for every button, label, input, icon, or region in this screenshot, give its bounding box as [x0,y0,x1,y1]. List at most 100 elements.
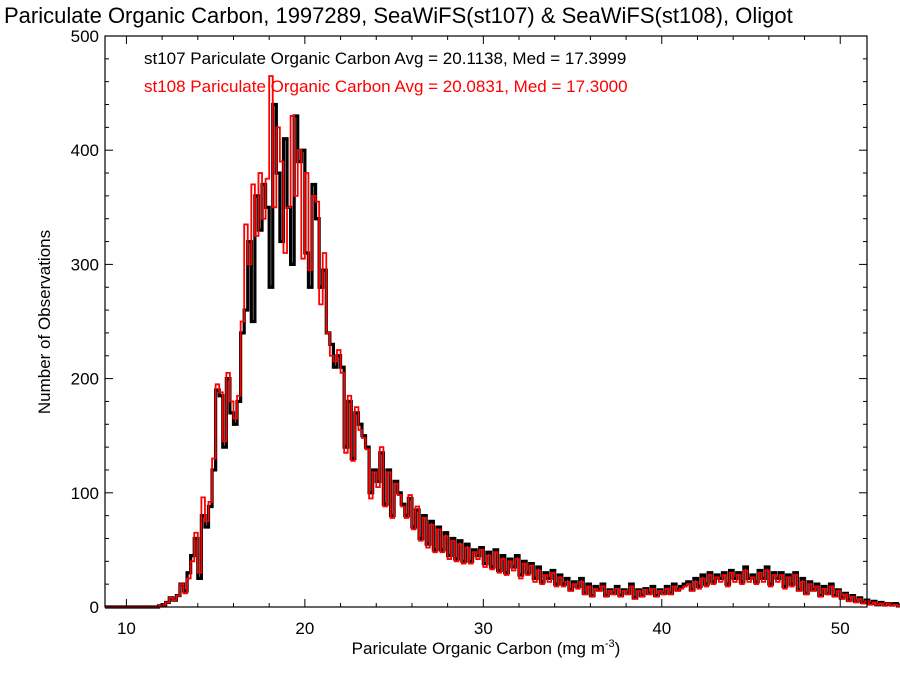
series-0 [105,102,900,609]
bin-0-98 [455,559,459,607]
bin-0-174 [726,584,730,607]
bin-0-49 [280,242,284,607]
bin-1-166 [697,589,701,607]
bin-1-156 [662,594,666,607]
bin-1-140 [605,597,609,607]
bin-1-192 [790,586,794,607]
bin-1-136 [590,597,594,607]
bin-0-110 [498,570,502,607]
bin-0-83 [401,504,405,607]
bin-1-33 [223,441,227,607]
bin-1-142 [612,594,616,607]
x-axis-label-main: Pariculate Organic Carbon (mg m [352,639,605,658]
bin-0-69 [351,459,355,607]
bin-1-190 [783,589,787,607]
bin-0-116 [519,575,523,607]
bin-1-55 [301,259,305,607]
bin-0-146 [626,593,630,607]
bin-1-22 [184,593,188,607]
y-tick-label: 0 [90,598,99,617]
bin-0-202 [826,593,830,607]
bin-1-94 [440,552,444,607]
bin-0-65 [337,356,341,607]
bin-0-63 [330,344,334,607]
bin-0-198 [812,590,816,607]
series-1 [105,75,900,608]
bin-0-78 [383,504,387,607]
bin-1-51 [287,207,291,607]
bin-0-82 [398,493,402,607]
bin-1-63 [330,356,334,607]
bin-1-90 [426,548,430,607]
bin-0-108 [490,567,494,607]
bin-0-26 [198,578,202,607]
bin-1-100 [462,564,466,607]
x-axis-label: Pariculate Organic Carbon (mg m-3) [352,638,621,658]
bin-1-174 [726,586,730,607]
bin-1-132 [576,589,580,607]
bin-0-44 [262,184,266,607]
bin-0-196 [805,593,809,607]
bin-0-28 [205,527,209,607]
x-tick-label: 40 [652,619,671,638]
bin-0-84 [405,516,409,607]
bin-0-52 [291,264,295,607]
bin-1-76 [376,487,380,607]
plot-frame [104,35,868,608]
bin-0-64 [333,367,337,607]
series-layer [105,75,900,609]
bin-1-172 [719,582,723,607]
bin-1-204 [833,597,837,607]
chart-title: Pariculate Organic Carbon, 1997289, SeaW… [4,3,793,28]
bin-0-43 [258,230,262,607]
bin-0-72 [362,436,366,607]
bin-0-35 [230,413,234,607]
bin-0-112 [505,573,509,607]
bin-1-67 [344,453,348,607]
bin-1-43 [258,173,262,607]
bin-0-178 [740,582,744,607]
bin-1-106 [483,567,487,607]
bin-1-44 [262,219,266,607]
bin-0-164 [690,590,694,607]
x-axis-label-exponent: -3 [605,638,615,650]
bin-0-126 [555,584,559,607]
y-tick-label: 200 [71,370,99,389]
series-step-line-0 [105,102,900,609]
bin-0-57 [308,287,312,607]
bin-1-194 [797,591,801,607]
legend-st108: st108 Pariculate Organic Carbon Avg = 20… [144,77,628,96]
bin-1-164 [690,591,694,607]
bin-0-71 [358,424,362,607]
bin-1-138 [598,591,602,607]
x-axis-label-close: ) [615,639,621,658]
bin-0-194 [797,590,801,607]
bin-0-192 [790,584,794,607]
bin-0-37 [237,401,241,607]
bin-0-67 [344,447,348,607]
y-tick-label: 400 [71,141,99,160]
bin-1-114 [512,570,516,607]
bin-0-134 [583,593,587,607]
x-tick-label: 20 [295,619,314,638]
bin-0-92 [433,550,437,607]
bin-1-108 [490,569,494,607]
bin-1-78 [383,507,387,608]
bin-1-112 [505,575,509,607]
bin-1-188 [776,582,780,607]
bin-1-104 [476,559,480,607]
bin-1-71 [358,430,362,607]
bin-0-152 [648,593,652,607]
bin-1-102 [469,564,473,607]
bin-0-39 [244,310,248,607]
x-tick-label: 30 [474,619,493,638]
bin-1-152 [648,594,652,607]
bin-1-150 [640,597,644,607]
bin-1-37 [237,396,241,607]
bin-1-184 [762,582,766,607]
bin-0-158 [669,593,673,607]
bin-1-148 [633,599,637,607]
